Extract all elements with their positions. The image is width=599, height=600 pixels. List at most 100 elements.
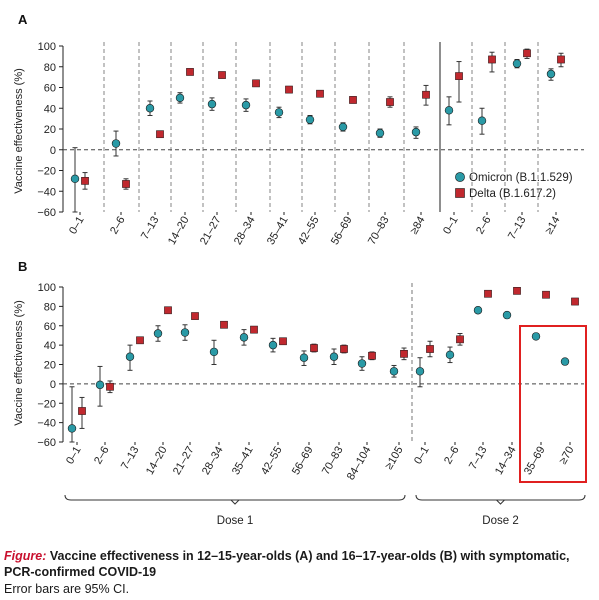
omicron-point [70, 174, 80, 184]
figure-caption: Figure: Vaccine effectiveness in 12–15-y… [4, 548, 594, 597]
y-tick-label: −60 [37, 437, 56, 449]
x-tick-label: 42–55 [259, 445, 285, 477]
y-tick-label: 60 [44, 83, 56, 95]
x-tick-label: 2–6 [474, 215, 494, 237]
omicron-point [207, 99, 217, 109]
x-tick-label: 35–69 [522, 445, 548, 477]
omicron-point [415, 367, 425, 376]
delta-point [456, 335, 464, 344]
group-bracket-notch [496, 499, 505, 505]
y-tick-label: 20 [44, 360, 56, 372]
y-tick-label: 0 [50, 379, 56, 391]
caption-note: Error bars are 95% CI. [4, 582, 130, 596]
x-tick-label: 14–34 [493, 445, 519, 477]
delta-point [523, 49, 531, 58]
delta-point [310, 344, 318, 352]
y-tick-label: 60 [44, 321, 56, 333]
legend-omicron-label: Omicron (B.1.1.529) [469, 172, 573, 184]
delta-point [368, 351, 376, 360]
delta-point [122, 180, 130, 188]
panel-a-letter: A [18, 12, 28, 27]
delta-point [186, 68, 194, 76]
x-tick-label: 0–1 [64, 445, 84, 467]
legend-delta-marker [455, 188, 465, 198]
x-tick-label: 7–13 [139, 215, 162, 242]
caption-title-line: Figure: Vaccine effectiveness in 12–15-y… [4, 548, 594, 580]
y-tick-label: 0 [50, 145, 56, 157]
y-tick-label: 20 [44, 124, 56, 136]
delta-point [164, 306, 172, 315]
caption-label: Figure [4, 549, 43, 563]
omicron-point [477, 116, 487, 125]
y-tick-label: 100 [38, 41, 56, 53]
y-tick-label: −40 [37, 186, 56, 198]
omicron-point [389, 367, 399, 376]
x-tick-label: ≥84 [408, 215, 428, 237]
omicron-point [153, 329, 163, 338]
panel-b-chart: B Vaccine effectiveness (%) −60 −40 −20 0 20… [13, 259, 587, 483]
omicron-point [560, 357, 570, 366]
y-tick-label: 80 [44, 301, 56, 313]
omicron-point [329, 352, 339, 361]
omicron-point [209, 347, 219, 357]
delta-point [250, 325, 258, 334]
y-tick-label: −20 [37, 398, 56, 410]
x-tick-label: 84–104 [345, 445, 374, 483]
panel-a-ylabel: Vaccine effectiveness (%) [13, 68, 25, 194]
delta-point [488, 55, 496, 64]
delta-point [136, 336, 144, 345]
group-bracket [415, 494, 586, 501]
x-tick-label: 35–41 [230, 445, 256, 477]
omicron-point [502, 310, 512, 320]
delta-point [426, 345, 434, 353]
caption-colon: : [42, 549, 47, 563]
omicron-point [411, 127, 421, 137]
omicron-point [239, 333, 249, 342]
x-tick-label: ≥70 [557, 445, 577, 467]
omicron-point [175, 93, 185, 103]
omicron-point [67, 424, 77, 433]
y-tick-label: 40 [44, 340, 56, 352]
delta-point [218, 71, 226, 79]
delta-point [557, 55, 565, 64]
omicron-point [357, 359, 367, 368]
x-tick-label: 7–13 [467, 445, 490, 472]
legend-omicron-marker [455, 172, 465, 182]
x-tick-label: ≥14 [543, 215, 563, 237]
delta-point [252, 79, 260, 88]
delta-point [156, 130, 164, 139]
delta-point [340, 345, 348, 353]
omicron-point [512, 59, 522, 68]
delta-point [484, 289, 492, 298]
x-tick-label: 56–69 [290, 445, 316, 477]
omicron-point [305, 115, 315, 124]
omicron-point [445, 350, 455, 360]
delta-point [422, 90, 430, 99]
x-tick-label: 70–83 [366, 215, 392, 247]
x-tick-label: 2–6 [442, 445, 462, 467]
delta-point [81, 177, 89, 185]
group-label: Dose 1 [217, 515, 253, 527]
delta-point [349, 96, 357, 104]
omicron-point [95, 380, 105, 390]
x-tick-label: 70–83 [320, 445, 346, 477]
omicron-point [274, 108, 284, 117]
panel-b-ylabel: Vaccine effectiveness (%) [13, 300, 25, 426]
x-tick-label: 56–69 [329, 215, 355, 247]
omicron-point [473, 306, 483, 315]
delta-point [220, 320, 228, 329]
y-tick-label: 80 [44, 62, 56, 74]
group-bracket-notch [230, 499, 240, 505]
x-tick-label: 2–6 [108, 215, 128, 237]
delta-point [542, 290, 550, 299]
x-tick-label: 14–20 [166, 215, 192, 247]
y-tick-label: −40 [37, 418, 56, 430]
x-tick-label: 35–41 [265, 215, 291, 247]
x-tick-label: ≥105 [383, 445, 406, 472]
omicron-point [338, 122, 348, 132]
x-tick-label: 21–27 [198, 215, 224, 247]
delta-point [106, 382, 114, 391]
omicron-point [268, 340, 278, 350]
delta-point [400, 349, 408, 358]
x-tick-label: 28–34 [232, 215, 258, 247]
